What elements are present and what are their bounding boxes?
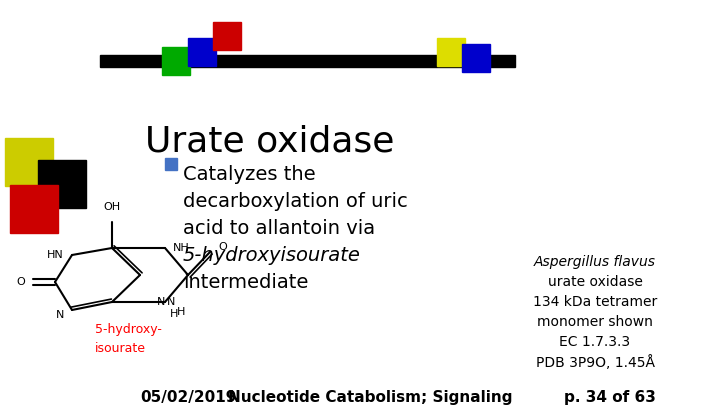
Bar (100, 55, 515, 67)
Bar (188, 38, 216, 66)
Text: HN: HN (48, 250, 64, 260)
Text: H: H (177, 307, 185, 317)
Text: isourate: isourate (95, 341, 146, 354)
Text: OH: OH (104, 202, 120, 212)
Text: Nucleotide Catabolism; Signaling: Nucleotide Catabolism; Signaling (228, 390, 512, 405)
Bar (213, 22, 241, 50)
Text: 5-hydroxyisourate: 5-hydroxyisourate (183, 246, 361, 265)
Text: p. 34 of 63: p. 34 of 63 (564, 390, 656, 405)
Text: O: O (218, 242, 227, 252)
Text: decarboxylation of uric: decarboxylation of uric (183, 192, 408, 211)
Text: 05/02/2019: 05/02/2019 (140, 390, 236, 405)
Text: 134 kDa tetramer: 134 kDa tetramer (533, 295, 657, 309)
Bar (462, 44, 490, 72)
Text: N: N (167, 297, 176, 307)
Text: EC 1.7.3.3: EC 1.7.3.3 (559, 335, 631, 349)
Text: O: O (17, 277, 25, 287)
Text: N: N (157, 297, 165, 307)
Bar (437, 38, 465, 66)
Text: 5-hydroxy-: 5-hydroxy- (95, 324, 162, 337)
Bar (5, 138, 53, 186)
Text: monomer shown: monomer shown (537, 315, 653, 329)
Bar (165, 158, 177, 170)
Text: Aspergillus flavus: Aspergillus flavus (534, 255, 656, 269)
Text: Urate oxidase: Urate oxidase (145, 125, 395, 159)
Bar (162, 47, 190, 75)
Text: H: H (170, 309, 179, 319)
Text: urate oxidase: urate oxidase (548, 275, 642, 289)
Text: acid to allantoin via: acid to allantoin via (183, 219, 375, 238)
Bar (10, 185, 58, 233)
Bar (38, 160, 86, 208)
Text: Catalyzes the: Catalyzes the (183, 165, 315, 184)
Text: intermediate: intermediate (183, 273, 308, 292)
Text: PDB 3P9O, 1.45Å: PDB 3P9O, 1.45Å (536, 355, 654, 370)
Text: N: N (55, 310, 64, 320)
Text: NH: NH (173, 243, 190, 253)
